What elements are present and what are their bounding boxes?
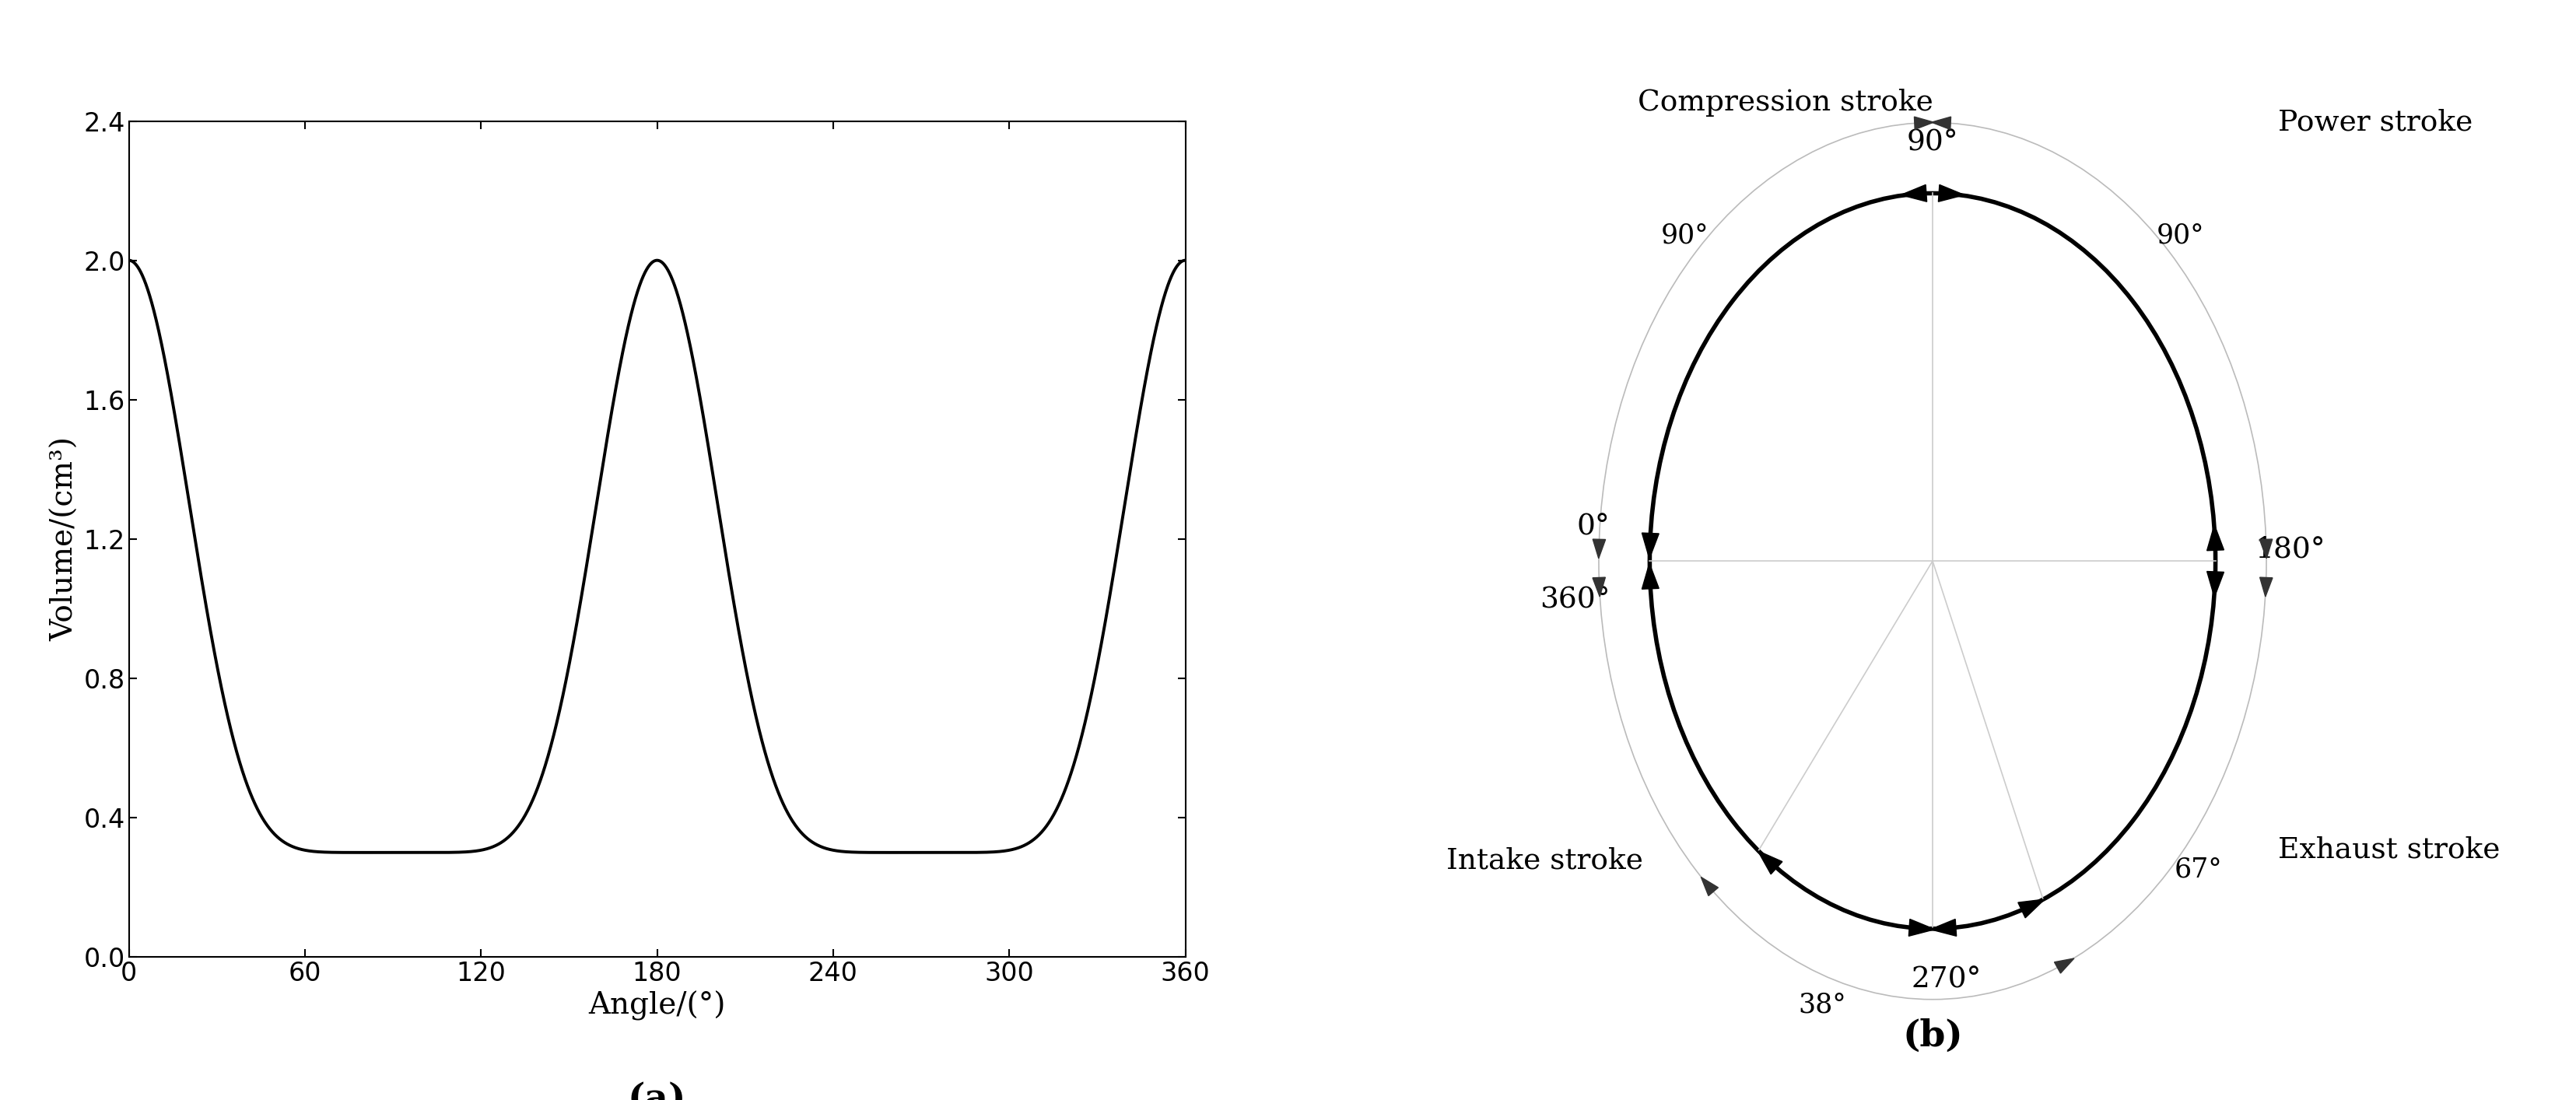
Text: 90°: 90° [1662, 222, 1708, 249]
Text: 270°: 270° [1911, 966, 1981, 993]
Polygon shape [1937, 185, 1963, 201]
Text: 67°: 67° [2174, 856, 2221, 882]
Text: Power stroke: Power stroke [2277, 109, 2470, 136]
Text: 90°: 90° [1906, 129, 1958, 156]
Polygon shape [1901, 185, 1927, 201]
Polygon shape [1909, 920, 1935, 936]
Polygon shape [1914, 117, 1932, 130]
Polygon shape [1929, 920, 1955, 936]
Polygon shape [2259, 578, 2272, 596]
Text: Intake stroke: Intake stroke [1445, 847, 1643, 875]
Polygon shape [1641, 532, 1659, 559]
Text: Compression stroke: Compression stroke [1638, 89, 1932, 117]
Polygon shape [1641, 563, 1659, 590]
Text: 90°: 90° [2156, 222, 2202, 249]
X-axis label: Angle/(°): Angle/(°) [587, 991, 726, 1021]
Text: 38°: 38° [1798, 991, 1844, 1018]
Text: (a): (a) [629, 1081, 685, 1100]
Polygon shape [1757, 850, 1783, 874]
Polygon shape [2259, 539, 2272, 559]
Text: 360°: 360° [1540, 586, 1610, 615]
Polygon shape [1592, 539, 1605, 559]
Polygon shape [2205, 571, 2223, 597]
Text: Exhaust stroke: Exhaust stroke [2277, 836, 2499, 864]
Text: (b): (b) [1901, 1019, 1963, 1054]
Polygon shape [2205, 525, 2223, 551]
Polygon shape [1592, 578, 1605, 596]
Polygon shape [2053, 958, 2074, 974]
Polygon shape [1932, 117, 1950, 130]
Polygon shape [2017, 900, 2045, 917]
Polygon shape [1700, 877, 1718, 895]
Text: 180°: 180° [2254, 536, 2326, 563]
Y-axis label: Volume/(cm³): Volume/(cm³) [52, 437, 80, 641]
Text: 0°: 0° [1577, 514, 1610, 541]
